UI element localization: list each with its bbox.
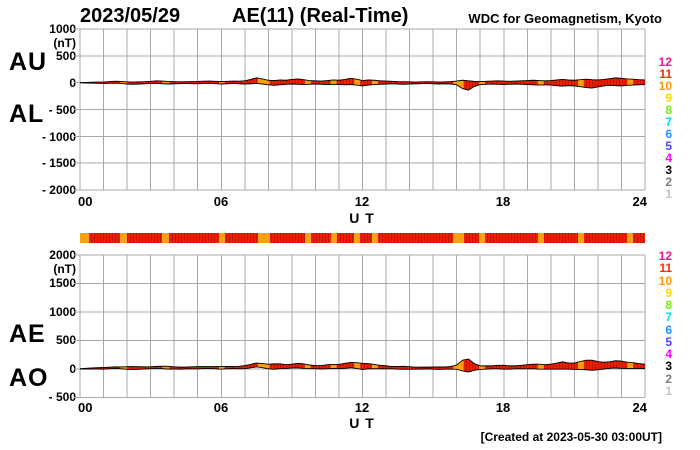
bp-lower-trace bbox=[80, 366, 645, 373]
bp-grid bbox=[74, 254, 646, 398]
legend-station-count-3: 3 bbox=[665, 163, 672, 178]
top-y-tick-neg2000: - 2000 bbox=[41, 183, 76, 197]
plot-date: 2023/05/29 bbox=[80, 5, 181, 27]
tp-upper-trace bbox=[79, 77, 646, 84]
station-count-10-segment bbox=[453, 233, 464, 243]
legend-station-count-7: 7 bbox=[665, 114, 672, 129]
top-y-tick-neg500: - 500 bbox=[48, 103, 76, 117]
top-plot-canvas bbox=[74, 28, 646, 191]
legend-station-count-4: 4 bbox=[665, 347, 672, 362]
bottom-y-axis-unit: (nT) bbox=[53, 262, 76, 276]
created-timestamp: [Created at 2023-05-30 03:00UT] bbox=[480, 430, 662, 444]
legend-station-count-1: 1 bbox=[665, 383, 672, 398]
tp-grid bbox=[74, 28, 646, 191]
legend-station-count-2: 2 bbox=[665, 371, 672, 386]
legend-station-count-11: 11 bbox=[659, 261, 672, 276]
bp-10-station-segments bbox=[80, 359, 634, 373]
legend-station-count-4: 4 bbox=[665, 151, 672, 166]
station-count-10-segment bbox=[162, 233, 170, 243]
top-x-tick-00: 00 bbox=[78, 194, 93, 209]
station-count-10-segment bbox=[304, 233, 311, 243]
top-y-axis-unit: (nT) bbox=[53, 36, 76, 50]
legend-station-count-5: 5 bbox=[665, 334, 672, 349]
bottom-x-axis-label: U T bbox=[349, 415, 375, 431]
legend-station-count-12: 12 bbox=[658, 54, 672, 69]
station-count-10-segment bbox=[577, 233, 584, 243]
legend-station-count-11: 11 bbox=[659, 66, 672, 81]
bottom-y-tick-1000: 1000 bbox=[49, 305, 76, 319]
tp-band bbox=[80, 77, 645, 91]
legend-station-count-3: 3 bbox=[665, 359, 672, 374]
top-plot-station-legend: 12 11 10 9 8 7 6 5 4 3 2 1 bbox=[645, 0, 672, 450]
legend-station-count-10: 10 bbox=[658, 78, 672, 93]
bottom-y-tick-2000: 2000 bbox=[49, 248, 76, 262]
legend-station-count-8: 8 bbox=[665, 102, 672, 117]
bottom-x-tick-24: 24 bbox=[632, 400, 647, 415]
bottom-y-tick-neg500: - 500 bbox=[48, 390, 76, 404]
label-ae: AE bbox=[9, 320, 46, 348]
station-count-10-segment bbox=[80, 233, 90, 243]
top-x-axis-label: U T bbox=[349, 210, 375, 226]
bottom-y-tick-0: 0 bbox=[69, 362, 76, 376]
top-y-tick-neg1500: - 1500 bbox=[41, 156, 76, 170]
station-count-10-segment bbox=[354, 233, 361, 243]
legend-station-count-10: 10 bbox=[658, 273, 672, 288]
top-x-tick-06: 06 bbox=[213, 194, 229, 209]
label-ao: AO bbox=[9, 364, 49, 392]
station-count-10-segment bbox=[371, 233, 378, 243]
station-count-bar bbox=[80, 233, 645, 243]
label-al: AL bbox=[9, 100, 45, 128]
station-count-10-segment bbox=[257, 233, 270, 243]
legend-station-count-7: 7 bbox=[665, 310, 672, 325]
top-y-tick-500: 500 bbox=[55, 49, 76, 63]
legend-station-count-6: 6 bbox=[665, 322, 672, 337]
legend-station-count-2: 2 bbox=[665, 175, 672, 190]
bottom-x-tick-06: 06 bbox=[213, 400, 229, 415]
top-y-tick-1000: 1000 bbox=[49, 22, 76, 36]
legend-station-count-5: 5 bbox=[665, 139, 672, 154]
bottom-plot-canvas bbox=[74, 254, 646, 398]
station-count-10-segment bbox=[120, 233, 128, 243]
bottom-x-tick-00: 00 bbox=[78, 400, 93, 415]
top-x-tick-12: 12 bbox=[354, 194, 370, 209]
bottom-x-tick-12: 12 bbox=[354, 400, 370, 415]
bottom-x-tick-18: 18 bbox=[495, 400, 511, 415]
station-count-10-segment bbox=[330, 233, 337, 243]
station-count-10-segment bbox=[537, 233, 544, 243]
bottom-plot-station-legend: 12 11 10 9 8 7 6 5 4 3 2 1 bbox=[645, 0, 672, 450]
tp-lower-trace bbox=[79, 82, 646, 91]
station-count-10-segment bbox=[218, 233, 225, 243]
top-x-tick-24: 24 bbox=[632, 194, 647, 209]
station-count-10-segment bbox=[479, 233, 485, 243]
bp-upper-trace bbox=[79, 358, 646, 370]
legend-station-count-9: 9 bbox=[665, 90, 672, 105]
legend-station-count-8: 8 bbox=[665, 298, 672, 313]
label-au: AU bbox=[9, 48, 48, 76]
legend-station-count-12: 12 bbox=[658, 249, 672, 263]
bottom-y-tick-500: 500 bbox=[55, 333, 76, 347]
top-y-tick-neg1000: - 1000 bbox=[41, 130, 76, 144]
legend-station-count-1: 1 bbox=[665, 187, 672, 202]
top-y-tick-0: 0 bbox=[69, 76, 76, 90]
page-title: AE(11) (Real-Time) bbox=[232, 5, 409, 27]
bottom-y-tick-1500: 1500 bbox=[49, 276, 76, 290]
legend-station-count-9: 9 bbox=[665, 285, 672, 300]
source-label: WDC for Geomagnetism, Kyoto bbox=[468, 11, 662, 26]
legend-station-count-6: 6 bbox=[665, 127, 672, 141]
top-x-tick-18: 18 bbox=[495, 194, 511, 209]
station-count-10-segment bbox=[627, 233, 634, 243]
